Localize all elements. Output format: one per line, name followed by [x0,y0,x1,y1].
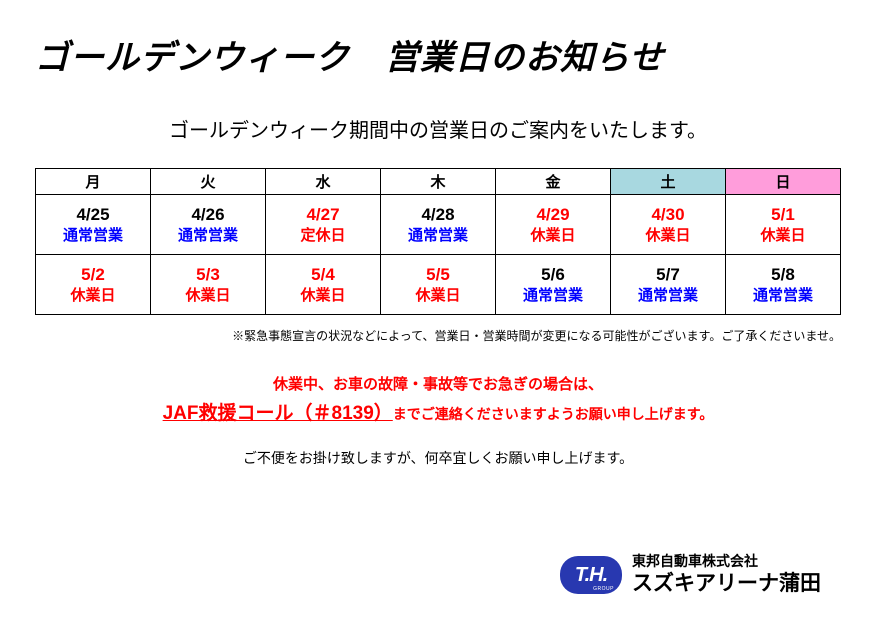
cell-date: 5/7 [611,264,725,286]
day-header: 土 [611,169,726,195]
calendar-cell: 5/8通常営業 [726,255,841,315]
cell-status: 通常営業 [726,286,840,306]
cell-status: 通常営業 [611,286,725,306]
cell-status: 通常営業 [36,226,150,246]
cell-date: 5/1 [726,204,840,226]
cell-date: 5/5 [381,264,495,286]
closing-text: ご不便をお掛け致しますが、何卒宜しくお願い申し上げます。 [35,448,841,468]
calendar-cell: 5/7通常営業 [611,255,726,315]
company-line1: 東邦自動車株式会社 [632,553,821,571]
cell-date: 5/6 [496,264,610,286]
calendar-cell: 4/29休業日 [496,195,611,255]
emergency-block: 休業中、お車の故障・事故等でお急ぎの場合は、 JAF救援コール（＃8139）まで… [35,372,841,430]
cell-status: 休業日 [266,286,380,306]
cell-status: 休業日 [381,286,495,306]
calendar-cell: 4/30休業日 [611,195,726,255]
cell-status: 通常営業 [496,286,610,306]
calendar-row: 4/25通常営業4/26通常営業4/27定休日4/28通常営業4/29休業日4/… [36,195,841,255]
cell-status: 休業日 [151,286,265,306]
jaf-phone: JAF救援コール（＃8139） [163,403,393,424]
cell-status: 通常営業 [151,226,265,246]
cell-date: 4/28 [381,204,495,226]
company-name-block: 東邦自動車株式会社 スズキアリーナ蒲田 [632,553,821,597]
company-logo-icon: T.H. GROUP [560,556,622,594]
cell-date: 4/26 [151,204,265,226]
subtitle-text: ゴールデンウィーク期間中の営業日のご案内をいたします。 [35,114,841,143]
cell-status: 通常営業 [381,226,495,246]
day-header: 金 [496,169,611,195]
day-header: 火 [151,169,266,195]
calendar-row: 5/2休業日5/3休業日5/4休業日5/5休業日5/6通常営業5/7通常営業5/… [36,255,841,315]
emergency-line2: JAF救援コール（＃8139）までご連絡くださいますようお願い申し上げます。 [35,398,841,430]
cell-date: 5/8 [726,264,840,286]
cell-status: 定休日 [266,226,380,246]
logo-text: T.H. [575,564,607,587]
calendar-cell: 5/6通常営業 [496,255,611,315]
cell-status: 休業日 [726,226,840,246]
calendar-table: 月 火 水 木 金 土 日 4/25通常営業4/26通常営業4/27定休日4/2… [35,168,841,315]
day-header: 水 [266,169,381,195]
page-title: ゴールデンウィーク 営業日のお知らせ [35,30,841,79]
cell-date: 5/4 [266,264,380,286]
calendar-body: 4/25通常営業4/26通常営業4/27定休日4/28通常営業4/29休業日4/… [36,195,841,315]
logo-subtext: GROUP [593,586,614,592]
day-header: 日 [726,169,841,195]
calendar-cell: 4/28通常営業 [381,195,496,255]
cell-status: 休業日 [611,226,725,246]
cell-date: 4/25 [36,204,150,226]
calendar-cell: 5/3休業日 [151,255,266,315]
company-line2: スズキアリーナ蒲田 [632,571,821,597]
calendar-cell: 5/5休業日 [381,255,496,315]
calendar-cell: 4/25通常営業 [36,195,151,255]
calendar-header-row: 月 火 水 木 金 土 日 [36,169,841,195]
cell-status: 休業日 [496,226,610,246]
emergency-line1: 休業中、お車の故障・事故等でお急ぎの場合は、 [35,372,841,398]
disclaimer-note: ※緊急事態宣言の状況などによって、営業日・営業時間が変更になる可能性がございます… [35,327,841,344]
calendar-cell: 5/4休業日 [266,255,381,315]
calendar-cell: 5/2休業日 [36,255,151,315]
emergency-tail: までご連絡くださいますようお願い申し上げます。 [393,406,714,422]
calendar-cell: 5/1休業日 [726,195,841,255]
cell-date: 4/27 [266,204,380,226]
footer-block: T.H. GROUP 東邦自動車株式会社 スズキアリーナ蒲田 [560,553,821,597]
cell-date: 4/29 [496,204,610,226]
cell-status: 休業日 [36,286,150,306]
day-header: 木 [381,169,496,195]
calendar-cell: 4/26通常営業 [151,195,266,255]
cell-date: 4/30 [611,204,725,226]
cell-date: 5/2 [36,264,150,286]
day-header: 月 [36,169,151,195]
calendar-cell: 4/27定休日 [266,195,381,255]
cell-date: 5/3 [151,264,265,286]
